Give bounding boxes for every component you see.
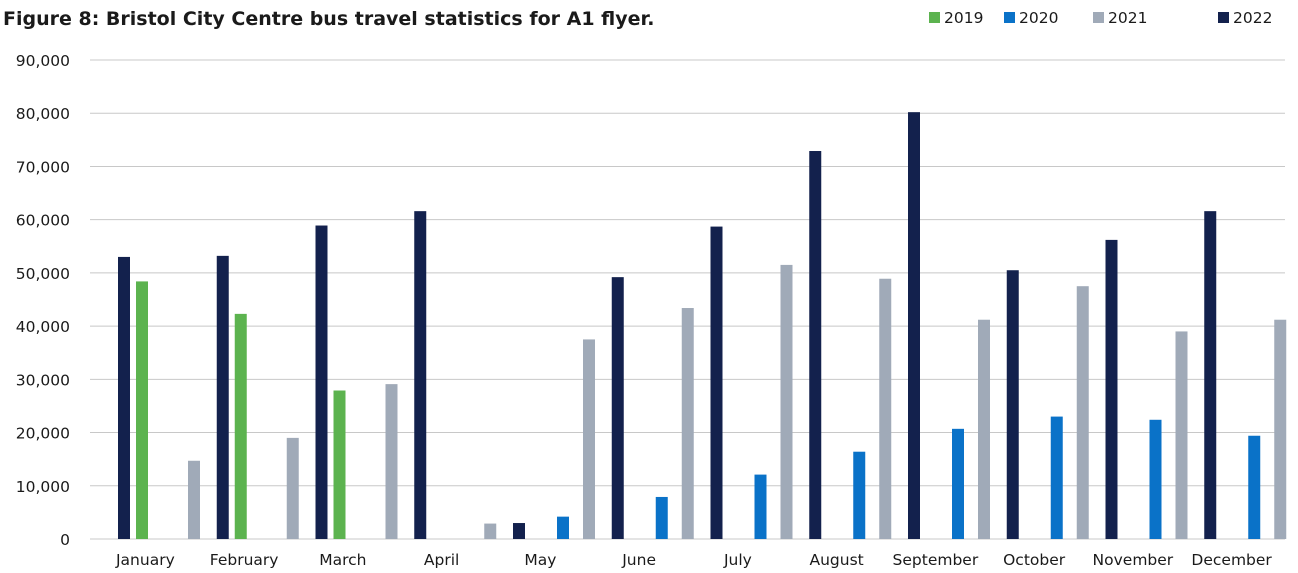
- bar-2021-july: [780, 264, 793, 539]
- bar-2020-november: [1149, 419, 1162, 539]
- y-tick-label: 50,000: [16, 265, 70, 283]
- bar-2021-october: [1076, 286, 1089, 539]
- bar-2020-december: [1248, 435, 1261, 539]
- legend-label: 2021: [1108, 9, 1147, 27]
- y-tick-label: 60,000: [16, 212, 70, 230]
- x-tick-label: April: [424, 551, 459, 569]
- bar-2021-september: [978, 319, 990, 539]
- legend: 2019 2020 2021 2022: [929, 9, 1272, 27]
- bar-2022-december: [1204, 211, 1217, 539]
- x-tick-label: December: [1191, 551, 1272, 569]
- bar-2022-july: [710, 226, 723, 539]
- x-tick-label: March: [319, 551, 366, 569]
- y-axis-ticks: 0 10,000 20,000 30,000 40,000 50,000 60,000 70,…: [16, 52, 70, 549]
- bar-2020-july: [754, 474, 767, 539]
- y-tick-label: 30,000: [16, 371, 70, 389]
- y-tick-label: 80,000: [16, 105, 70, 123]
- legend-swatch: [1093, 12, 1104, 23]
- bar-2020-june: [655, 496, 668, 539]
- y-tick-label: 10,000: [16, 478, 70, 496]
- legend-swatch: [929, 12, 940, 23]
- bar-2021-november: [1175, 331, 1188, 539]
- x-axis-ticks: January February March April May June July Augu…: [115, 551, 1272, 569]
- legend-label: 2022: [1233, 9, 1272, 27]
- legend-swatch: [1218, 12, 1229, 23]
- bar-2019-march: [333, 390, 346, 539]
- bar-2022-february: [216, 255, 229, 539]
- x-tick-label: September: [893, 551, 979, 569]
- legend-swatch: [1004, 12, 1015, 23]
- chart-title: Figure 8: Bristol City Centre bus travel…: [3, 8, 654, 30]
- bar-2021-december: [1274, 319, 1287, 539]
- x-tick-label: May: [524, 551, 556, 569]
- bar-2021-april: [484, 523, 497, 539]
- x-tick-label: June: [621, 551, 656, 569]
- bar-2022-april: [414, 211, 427, 539]
- bars: [118, 112, 1287, 539]
- bar-2021-may: [583, 339, 595, 539]
- bar-2021-january: [188, 460, 200, 539]
- y-tick-label: 20,000: [16, 425, 70, 443]
- x-tick-label: October: [1003, 551, 1066, 569]
- bar-2022-august: [809, 151, 822, 539]
- x-tick-label: November: [1093, 551, 1174, 569]
- y-tick-label: 0: [60, 531, 70, 549]
- bar-2022-may: [513, 523, 525, 539]
- bar-2021-august: [879, 278, 892, 539]
- bar-2021-march: [385, 384, 398, 539]
- bar-2020-may: [557, 516, 569, 539]
- legend-label: 2019: [944, 9, 983, 27]
- bar-2022-january: [118, 256, 130, 539]
- legend-label: 2020: [1019, 9, 1058, 27]
- y-tick-label: 40,000: [16, 318, 70, 336]
- bar-2022-september: [908, 112, 920, 539]
- bar-2022-october: [1006, 270, 1019, 539]
- bar-2022-march: [315, 225, 328, 539]
- bar-2020-august: [853, 451, 866, 539]
- bar-2020-october: [1050, 416, 1063, 539]
- x-tick-label: February: [210, 551, 279, 569]
- bar-2022-june: [611, 277, 624, 539]
- bar-2019-february: [234, 313, 247, 539]
- bar-2022-november: [1105, 239, 1118, 539]
- bar-2020-september: [952, 428, 964, 539]
- x-tick-label: July: [723, 551, 752, 569]
- bar-2021-june: [681, 308, 694, 539]
- y-tick-label: 70,000: [16, 158, 70, 176]
- y-tick-label: 90,000: [16, 52, 70, 70]
- bar-2019-january: [136, 281, 148, 539]
- bar-2021-february: [286, 437, 299, 539]
- x-tick-label: August: [810, 551, 864, 569]
- x-tick-label: January: [115, 551, 175, 569]
